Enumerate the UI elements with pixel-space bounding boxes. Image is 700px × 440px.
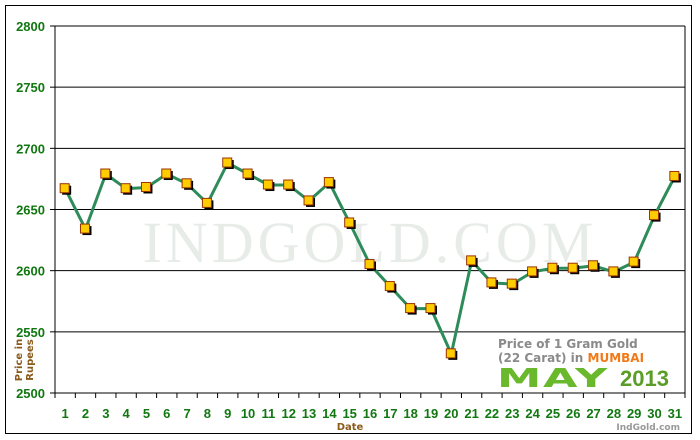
- chart-legend-box: Price of 1 Gram Gold (22 Carat) in MUMBA…: [492, 334, 682, 394]
- x-tick-label: 1: [62, 406, 69, 421]
- x-tick-label: 21: [464, 406, 478, 421]
- data-point-marker: [222, 157, 233, 168]
- x-tick-label: 16: [363, 406, 377, 421]
- x-tick-label: 7: [183, 406, 190, 421]
- data-point-marker: [547, 262, 558, 273]
- x-tick-label: 2: [82, 406, 89, 421]
- legend-month: MAY: [497, 364, 609, 394]
- data-point-marker: [100, 168, 111, 179]
- data-point-marker: [588, 260, 599, 271]
- data-point-marker: [669, 170, 680, 181]
- data-point-marker: [405, 303, 416, 314]
- x-tick-label: 24: [525, 406, 540, 421]
- data-point-marker: [79, 223, 90, 234]
- data-point-marker: [425, 303, 436, 314]
- y-tick-label: 2800: [16, 19, 45, 34]
- x-tick-label: 13: [302, 406, 316, 421]
- y-tick-label: 2650: [16, 203, 45, 218]
- data-point-marker: [242, 168, 253, 179]
- data-point-marker: [649, 210, 660, 221]
- x-tick-label: 6: [163, 406, 170, 421]
- x-tick-label: 25: [546, 406, 560, 421]
- x-tick-label: 14: [322, 406, 337, 421]
- data-point-marker: [59, 183, 70, 194]
- y-tick-label: 2500: [16, 386, 45, 401]
- data-point-marker: [486, 277, 497, 288]
- x-tick-label: 31: [668, 406, 682, 421]
- x-tick-label: 5: [143, 406, 150, 421]
- data-point-marker: [628, 256, 639, 267]
- x-tick-label: 30: [647, 406, 661, 421]
- y-axis-label: Price in Rupees: [14, 339, 36, 381]
- y-tick-label: 2750: [16, 80, 45, 95]
- data-point-marker: [466, 255, 477, 266]
- legend-year: 2013: [620, 366, 669, 391]
- y-tick-label: 2700: [16, 141, 45, 156]
- x-tick-label: 8: [204, 406, 211, 421]
- x-tick-label: 27: [586, 406, 600, 421]
- y-axis: 2500 2550 2600 2650 2700 2750 2800: [16, 19, 686, 401]
- x-tick-label: 15: [342, 406, 356, 421]
- legend-carat-text: (22 Carat) in: [498, 351, 588, 365]
- data-point-marker: [181, 178, 192, 189]
- data-point-marker: [567, 262, 578, 273]
- data-point-marker: [445, 348, 456, 359]
- data-point-marker: [120, 183, 131, 194]
- legend-city: MUMBAI: [588, 351, 645, 365]
- x-tick-label: 9: [224, 406, 231, 421]
- data-point-marker: [161, 168, 172, 179]
- x-tick-label: 17: [383, 406, 397, 421]
- x-tick-label: 22: [485, 406, 499, 421]
- data-point-marker: [201, 197, 212, 208]
- data-point-marker: [140, 181, 151, 192]
- data-point-marker: [283, 179, 294, 190]
- x-tick-label: 3: [102, 406, 109, 421]
- data-point-marker: [303, 195, 314, 206]
- data-point-marker: [344, 217, 355, 228]
- legend-title-line2: (22 Carat) in MUMBAI: [498, 351, 644, 365]
- gridlines: [55, 25, 685, 394]
- x-tick-label: 11: [262, 406, 276, 421]
- data-point-marker: [384, 281, 395, 292]
- data-point-markers: [59, 157, 681, 360]
- x-tick-label: 4: [123, 406, 131, 421]
- legend-background: [492, 334, 682, 392]
- x-axis-label: Date: [337, 422, 364, 433]
- x-tick-label: 12: [281, 406, 295, 421]
- data-point-marker: [262, 179, 273, 190]
- legend-title-line1: Price of 1 Gram Gold: [498, 337, 638, 351]
- y-axis-label-line2: Rupees: [25, 339, 36, 381]
- y-tick-label: 2550: [16, 325, 45, 340]
- x-tick-label: 18: [403, 406, 417, 421]
- x-tick-label: 23: [505, 406, 519, 421]
- credit-text: IndGold.com: [616, 423, 680, 433]
- data-point-marker: [527, 266, 538, 277]
- y-tick-label: 2600: [16, 264, 45, 279]
- x-tick-label: 20: [444, 406, 458, 421]
- data-point-marker: [364, 259, 375, 270]
- x-tick-label: 28: [607, 406, 621, 421]
- y-axis-label-line1: Price in: [14, 339, 25, 381]
- x-tick-label: 26: [566, 406, 580, 421]
- x-axis: 1 2 3 4 5 6 7 8 9 10 11 12 13 14 15 16 17 18 19 20 21 22 23 24 2…: [54, 393, 686, 421]
- x-tick-label: 10: [241, 406, 255, 421]
- data-point-marker: [506, 278, 517, 289]
- data-point-marker: [323, 177, 334, 188]
- data-point-marker: [608, 266, 619, 277]
- x-tick-label: 29: [627, 406, 641, 421]
- x-tick-label: 19: [424, 406, 438, 421]
